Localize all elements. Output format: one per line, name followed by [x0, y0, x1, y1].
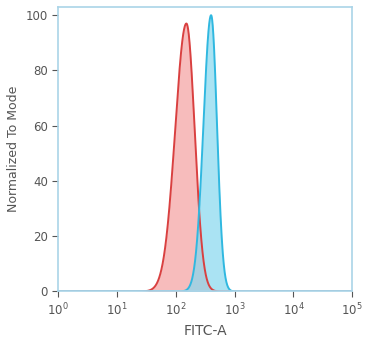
X-axis label: FITC-A: FITC-A	[184, 324, 227, 338]
Y-axis label: Normalized To Mode: Normalized To Mode	[7, 86, 20, 213]
